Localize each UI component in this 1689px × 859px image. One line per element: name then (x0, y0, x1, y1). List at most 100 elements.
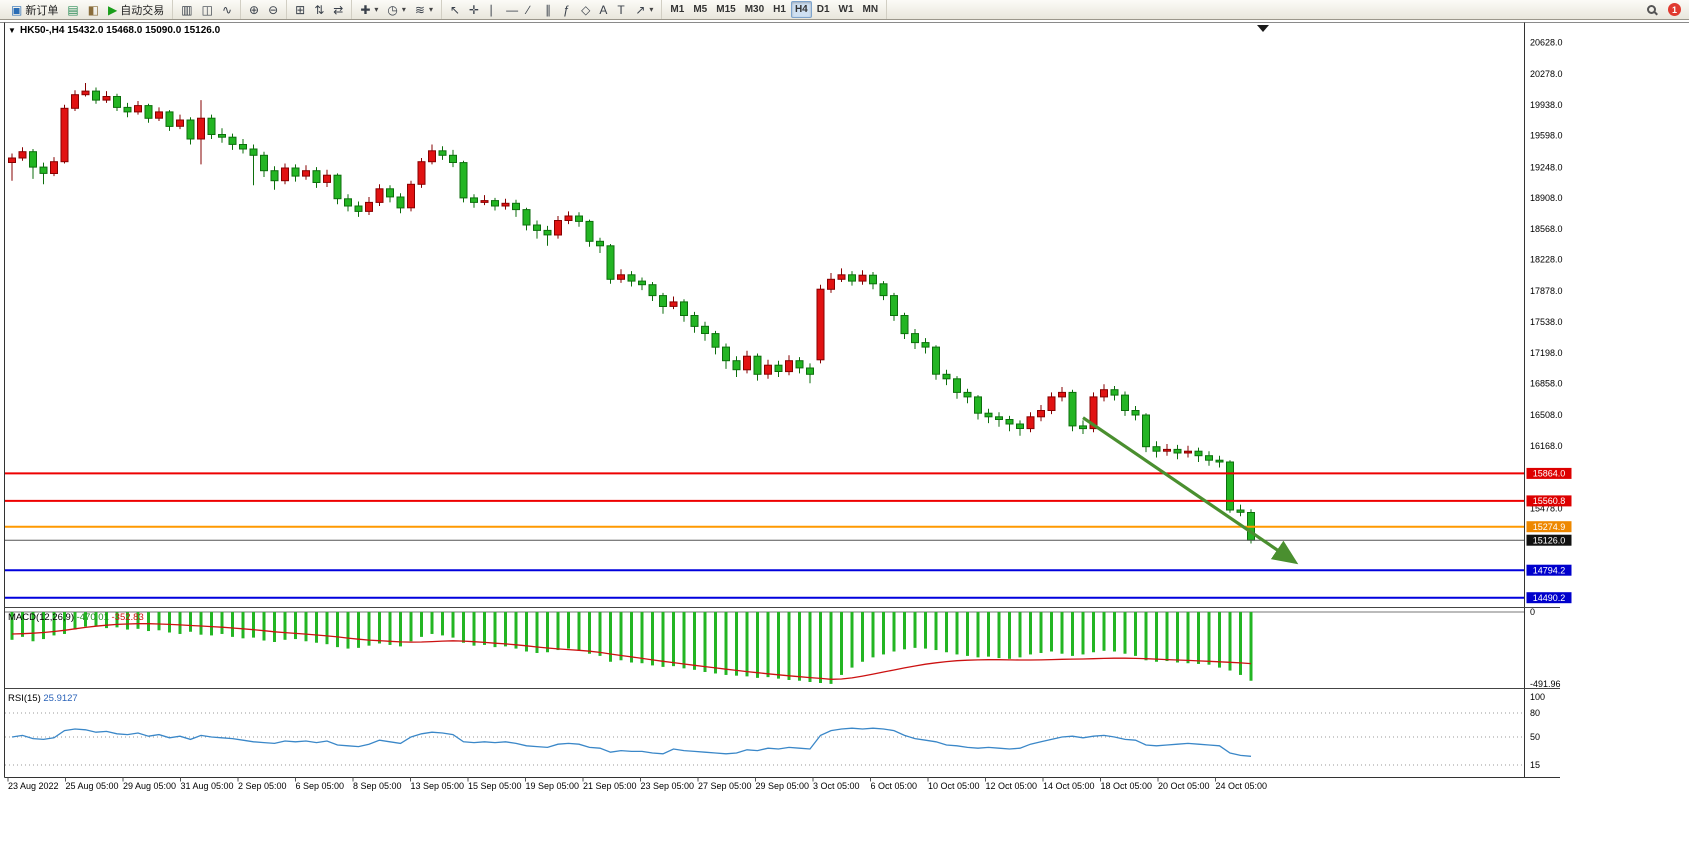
candle-bear (354, 205, 363, 212)
price-chip (1526, 495, 1572, 507)
text-tool-button[interactable]: A (595, 1, 612, 18)
time-axis-label: 12 Oct 05:00 (986, 781, 1038, 791)
price-axis-label: 17198.0 (1530, 348, 1563, 358)
time-axis-label: 6 Sep 05:00 (296, 781, 345, 791)
candle-bull (197, 117, 205, 140)
time-axis-label: 18 Oct 05:00 (1101, 781, 1153, 791)
vertical-line-tool-button[interactable]: ∣ (484, 1, 501, 18)
timeframe-m5-button-label: M5 (693, 4, 708, 15)
time-axis-label: 19 Sep 05:00 (526, 781, 580, 791)
time-axis-label: 13 Sep 05:00 (411, 781, 465, 791)
timeframe-mn-button[interactable]: MN (859, 1, 883, 18)
scroll-anchor-icon[interactable] (1257, 25, 1269, 32)
timeframe-h4-button[interactable]: H4 (790, 1, 812, 18)
chart-candles-button[interactable]: ◫ (198, 1, 217, 18)
autotrading-button[interactable]: ▶ 自动交易 (104, 1, 168, 18)
time-axis-label: 27 Sep 05:00 (698, 781, 752, 791)
market-watch-button[interactable]: ▤ (63, 1, 82, 18)
autotrading-button-label: 自动交易 (120, 4, 165, 17)
candle-bear (123, 106, 132, 113)
trendline-tool-button[interactable]: ∕ (523, 1, 540, 18)
timeframe-d1-button-label: D1 (816, 4, 830, 15)
candle-bull (281, 167, 289, 182)
candle-bear (1110, 389, 1119, 396)
new-order-button[interactable]: ▣ 新订单 (7, 1, 62, 18)
candle-bear (648, 284, 657, 297)
notification-badge[interactable]: 1 (1668, 3, 1681, 16)
chart-area[interactable]: 20628.0 20278.0 19938.0 19598.0 19248.0 18908… (0, 20, 1689, 859)
candle-bear (207, 117, 216, 135)
time-axis-label: 10 Oct 05:00 (928, 781, 980, 791)
zoom-in-icon: ⊕ (249, 2, 260, 17)
candle-bear (596, 240, 604, 247)
bar-chart-icon: ▥ (181, 2, 193, 17)
price-axis-label: 15478.0 (1530, 503, 1563, 513)
indicators-menu-button[interactable]: ≋ ▾ (411, 1, 437, 18)
price-chip (1526, 467, 1572, 479)
candle-bear (995, 416, 1003, 420)
candle-bear (396, 196, 405, 209)
timeframe-m15-button[interactable]: M15 (712, 1, 739, 18)
fibonacci-icon: ƒ (563, 2, 570, 17)
arrange-horizontal-icon: ⇄ (333, 2, 344, 17)
zoom-out-button[interactable]: ⊖ (264, 1, 282, 18)
timeframe-m30-button[interactable]: M30 (741, 1, 768, 18)
candle-bull (827, 278, 835, 290)
new-chart-menu-button[interactable]: ✚ ▾ (356, 1, 382, 18)
price-chip-label: 14794.2 (1533, 565, 1566, 575)
channel-tool-button[interactable]: ∥ (541, 1, 558, 18)
candle-bull (71, 94, 79, 109)
trend-arrow[interactable] (1082, 416, 1299, 565)
chart-line-button[interactable]: ∿ (218, 1, 236, 18)
price-axis-label: 18568.0 (1530, 224, 1563, 234)
timeframe-d1-button[interactable]: D1 (813, 1, 834, 18)
candle-bull (480, 200, 489, 203)
candle-bear (249, 148, 258, 156)
timeframe-w1-button[interactable]: W1 (835, 1, 858, 18)
chart-bars-button[interactable]: ▥ (177, 1, 196, 18)
search-button[interactable] (1643, 1, 1660, 18)
timeframe-m1-button[interactable]: M1 (666, 1, 688, 18)
cursor-tool-button[interactable]: ↖ (446, 1, 464, 18)
candle-bull (155, 111, 163, 119)
crosshair-tool-button[interactable]: ✛ (465, 1, 483, 18)
shapes-tool-button[interactable]: ◇ (577, 1, 594, 18)
candlestick-series (8, 83, 1255, 544)
arrange-horizontal-button[interactable]: ⇄ (329, 1, 347, 18)
macd-scale-zero: 0 (1530, 607, 1535, 617)
chart-header: HK50-,H4 15432.0 15468.0 15090.0 15126.0 (20, 25, 221, 36)
candle-bull (837, 274, 846, 280)
price-axis-label: 19938.0 (1530, 100, 1563, 110)
candle-bull (1100, 389, 1108, 398)
new-chart-icon: ✚ (360, 2, 371, 17)
timeframe-m5-button[interactable]: M5 (689, 1, 711, 18)
periods-menu-button[interactable]: ◷ ▾ (383, 1, 410, 18)
candle-bear (1142, 414, 1150, 448)
data-window-button[interactable]: ◧ (84, 1, 103, 18)
text-label-tool-button[interactable]: T (613, 1, 630, 18)
candle-bear (921, 342, 930, 348)
price-axis-label: 18228.0 (1530, 255, 1563, 265)
chart-collapse-icon[interactable]: ▼ (8, 26, 16, 35)
arrange-vertical-icon: ⇅ (314, 2, 325, 17)
candle-bear (491, 200, 499, 207)
candle-bull (816, 288, 825, 361)
caret-down-icon: ▾ (374, 5, 379, 14)
time-axis-label: 6 Oct 05:00 (871, 781, 918, 791)
arrows-tool-button[interactable]: ↗ ▾ (631, 1, 657, 18)
candle-bear (806, 367, 814, 375)
candle-bear (953, 378, 961, 393)
fibonacci-tool-button[interactable]: ƒ (559, 1, 576, 18)
channel-icon: ∥ (545, 2, 552, 17)
price-axis-label: 19598.0 (1530, 131, 1563, 141)
arrange-vertical-button[interactable]: ⇅ (310, 1, 328, 18)
zoom-in-button[interactable]: ⊕ (245, 1, 263, 18)
tile-windows-button[interactable]: ⊞ (291, 1, 309, 18)
candle-bear (1079, 425, 1087, 430)
macd-label: MACD(12,26,9) -470.01 -352.83 (8, 612, 144, 623)
rsi-line (11, 727, 1252, 757)
horizontal-line-tool-button[interactable]: ― (502, 1, 522, 18)
timeframe-h1-button[interactable]: H1 (769, 1, 790, 18)
price-chip-label: 15560.8 (1533, 496, 1566, 506)
price-axis-label: 20278.0 (1530, 69, 1563, 79)
